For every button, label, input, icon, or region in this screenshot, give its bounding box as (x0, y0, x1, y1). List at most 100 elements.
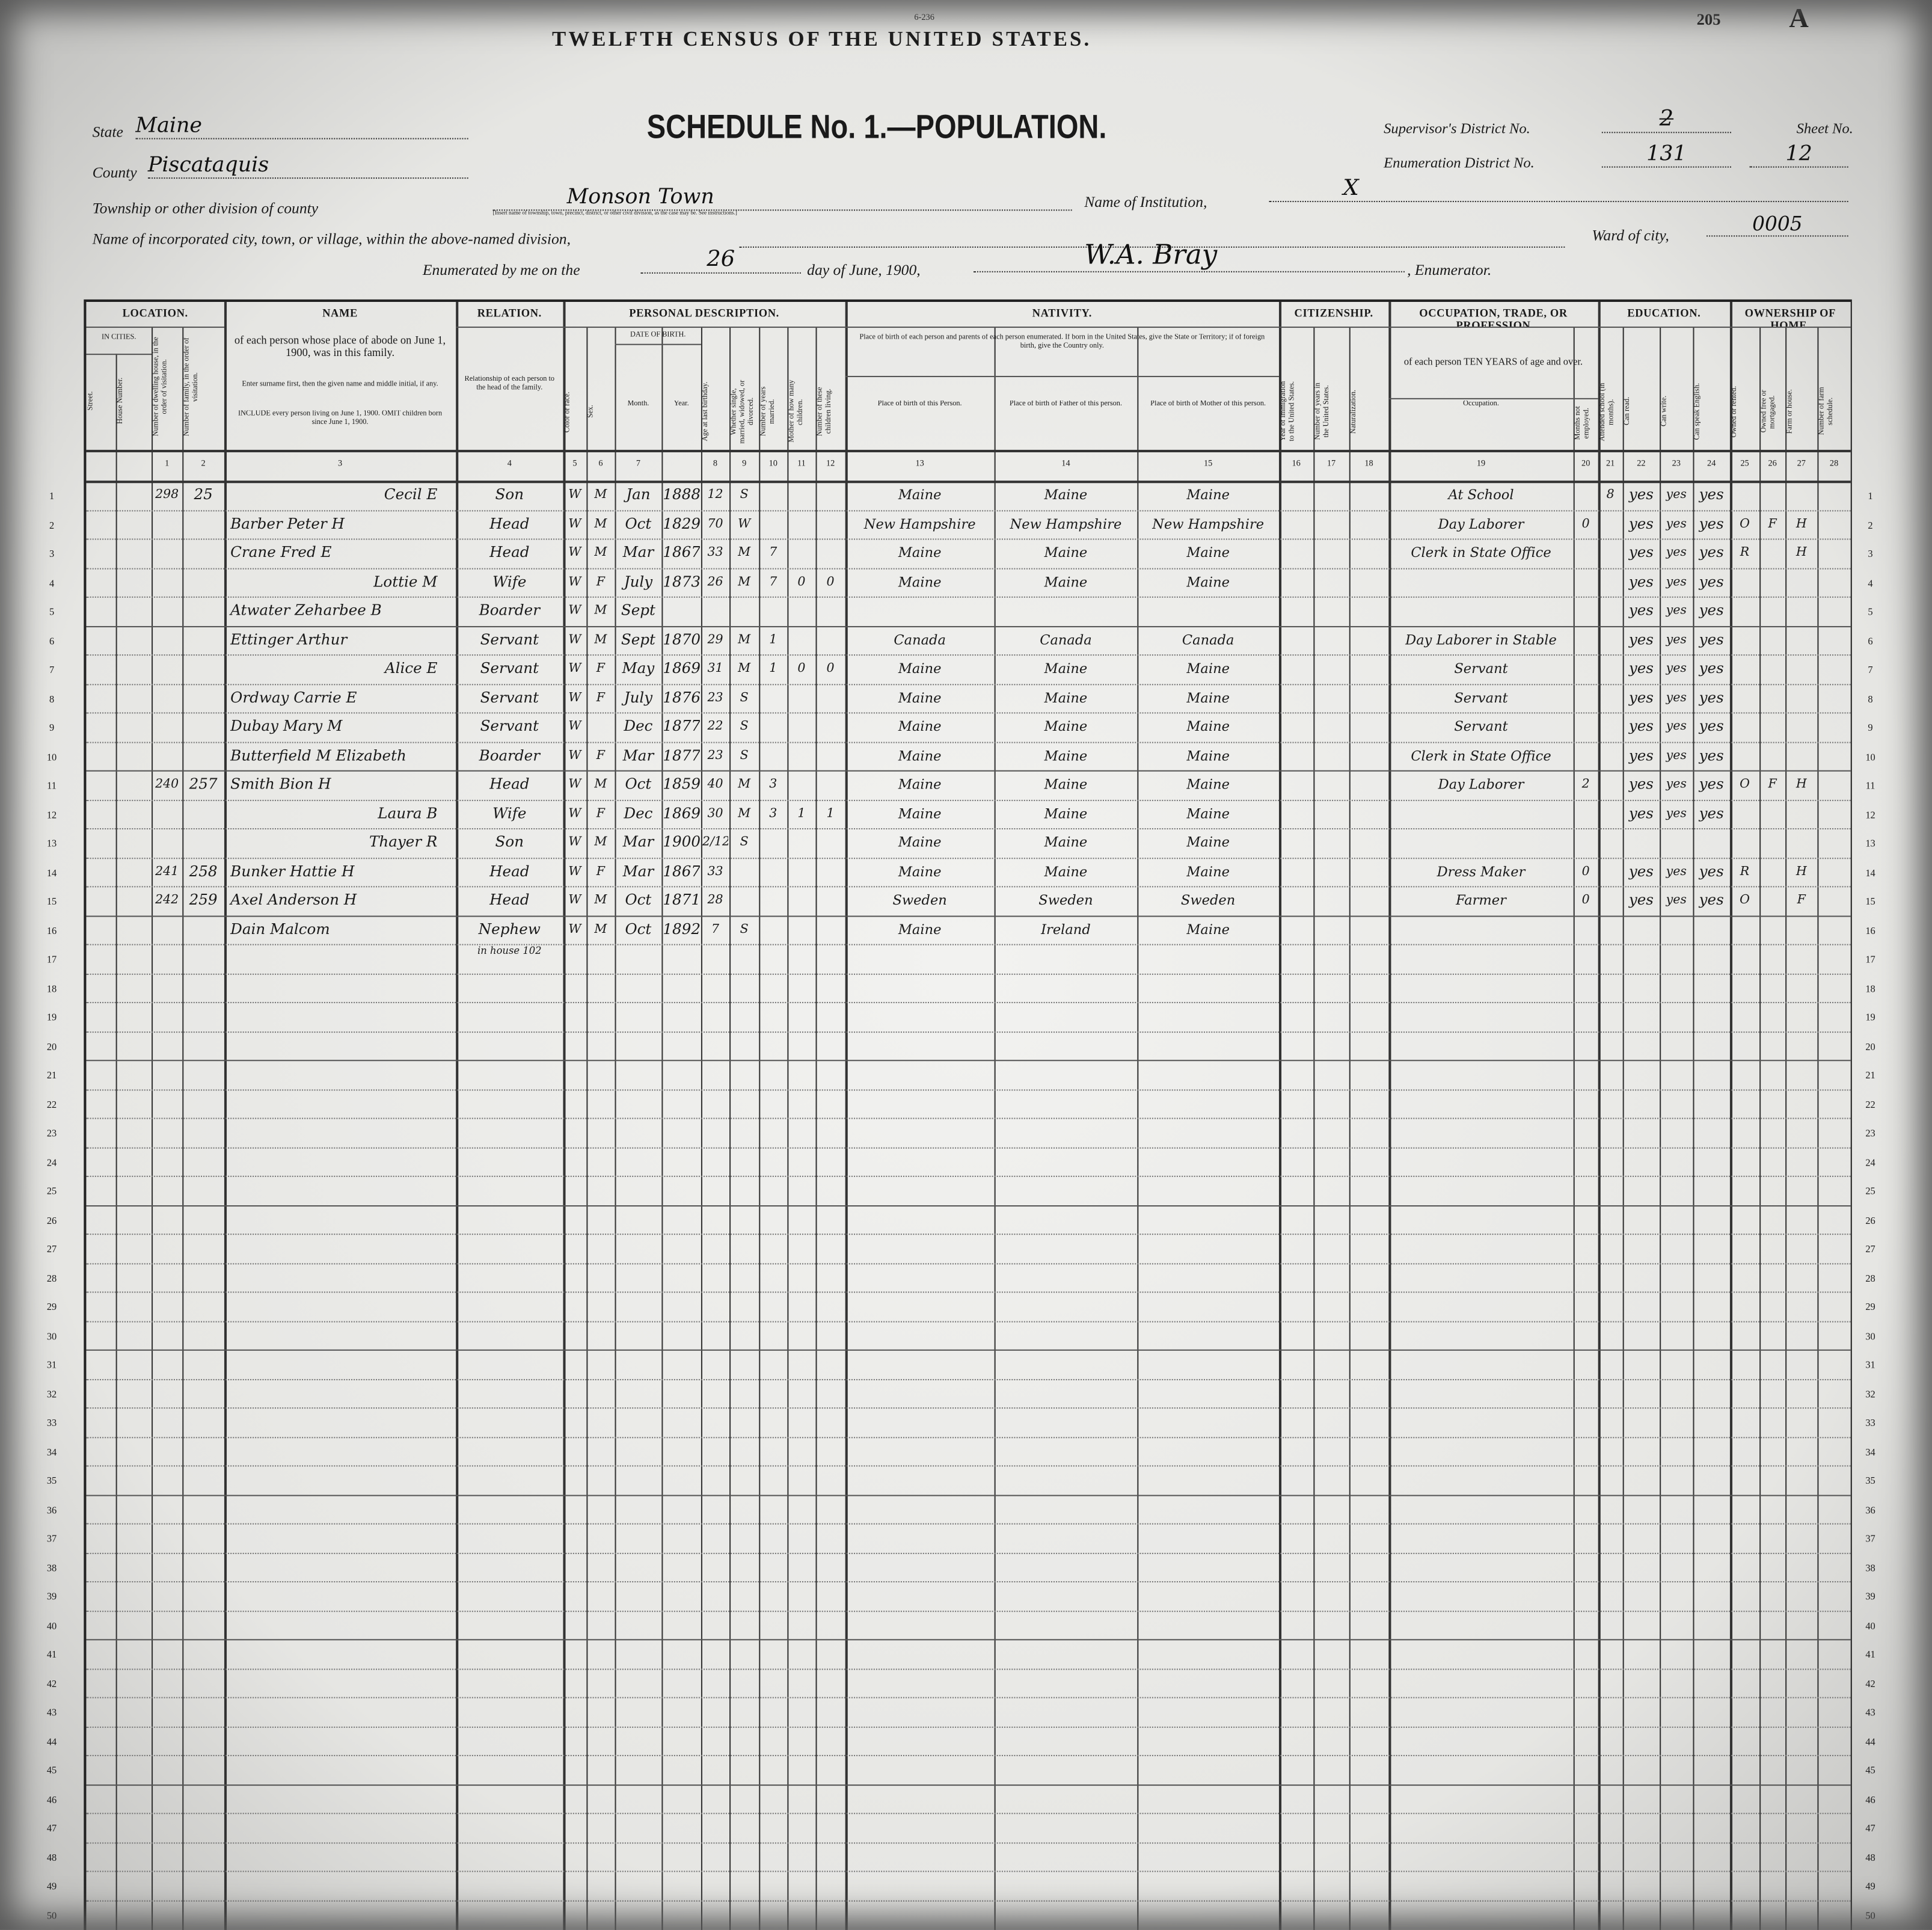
cell-col-25: O (1740, 893, 1750, 908)
line-number: 2 (49, 519, 55, 531)
line-number: 42 (46, 1678, 57, 1690)
line-number: 23 (46, 1128, 57, 1139)
cell-col-5: W (568, 748, 581, 763)
cell-col-13: Maine (898, 921, 942, 938)
line-number: 38 (1865, 1562, 1875, 1574)
cell-col-3: Cecil E (384, 485, 438, 503)
cell-col-9: S (740, 748, 749, 763)
cell-col-22: yes (1628, 630, 1654, 648)
row-divider (86, 973, 1851, 975)
population-table: LOCATION. NAME RELATION. PERSONAL DESCRIPTI… (47, 299, 1875, 1930)
cell-col-3: Crane Fred E (230, 543, 332, 561)
cell-col-8: 30 (707, 807, 723, 820)
cell-col-24: yes (1699, 717, 1724, 735)
line-number: 50 (1865, 1910, 1875, 1922)
supervisor-label: Supervisor's District No. (1384, 119, 1530, 137)
cell-col-24: yes (1699, 485, 1724, 503)
row-divider (86, 567, 1851, 569)
line-number: 13 (1865, 838, 1875, 850)
cell-col-13: Sweden (892, 892, 947, 909)
cell-col-2: 257 (189, 775, 218, 793)
enumerated-label: Enumerated by me on the (422, 261, 580, 279)
name-description: of each person whose place of abode on J… (234, 334, 446, 359)
cell-col-3: Lottie M (373, 572, 438, 590)
cell-col-24: yes (1699, 746, 1724, 764)
cell-col-3: Barber Peter H (230, 514, 345, 532)
line-number: 30 (1865, 1330, 1875, 1342)
column-divider (152, 327, 153, 1930)
row-divider (86, 449, 1851, 453)
cell-col-13: Maine (898, 834, 942, 851)
row-divider (86, 509, 1851, 511)
name-instructions: Enter surname first, then the given name… (242, 381, 438, 389)
cell-col-14: Maine (1044, 805, 1088, 822)
row-divider (86, 886, 1851, 888)
line-number: 2 (1868, 519, 1873, 531)
cell-col-4: Head (489, 514, 530, 532)
line-number: 35 (1865, 1475, 1875, 1487)
column-label: Farm or house. (1786, 389, 1794, 434)
column-divider (115, 354, 117, 1930)
cell-col-4: Son (495, 485, 524, 503)
row-divider (86, 1002, 1851, 1004)
cell-col-3: Atwater Zeharbee B (230, 601, 382, 619)
cell-col-25: R (1740, 546, 1750, 560)
line-number: 26 (46, 1214, 57, 1226)
row-divider (615, 343, 701, 345)
line-number: 23 (1865, 1128, 1875, 1139)
line-number: 8 (1868, 693, 1873, 705)
column-divider (224, 302, 227, 1930)
cell-col-27: H (1796, 778, 1807, 791)
line-number: 22 (1865, 1099, 1875, 1110)
cell-col-23: yes (1666, 546, 1687, 560)
cell-col-13: Maine (898, 863, 942, 880)
cell-col-14: Maine (1044, 834, 1088, 851)
row-divider (86, 1234, 1851, 1235)
cell-col-5: W (568, 778, 581, 791)
cell-col-25: O (1740, 517, 1750, 531)
cell-col-5: W (568, 807, 581, 820)
line-number: 44 (1865, 1736, 1875, 1748)
column-number: 7 (636, 458, 641, 469)
line-number: 3 (1868, 548, 1873, 560)
row-divider (86, 1205, 1851, 1206)
cell-col-19: Servant (1454, 689, 1508, 706)
column-label: Number of these children living. (817, 387, 833, 437)
column-label: Year of immigration to the United States… (1280, 381, 1296, 442)
cell-col-22: yes (1628, 746, 1654, 764)
cell-col-8: 7 (711, 923, 720, 936)
line-number: 47 (46, 1823, 57, 1834)
cell-col-15: Maine (1186, 544, 1230, 561)
cell-col-1: 298 (155, 488, 179, 502)
cell-col-5: W (568, 719, 581, 734)
cell-col-5: W (568, 604, 581, 618)
line-number: 10 (46, 751, 57, 763)
column-divider (1759, 327, 1761, 1930)
column-divider (563, 302, 566, 1930)
column-number: 11 (797, 458, 806, 469)
row-divider (86, 596, 1851, 598)
cell-col-12: 1 (826, 807, 835, 820)
line-number: 28 (1865, 1273, 1875, 1284)
line-number: 9 (1868, 722, 1873, 734)
column-number: 20 (1581, 458, 1590, 469)
cell-col-3: Smith Bion H (230, 775, 331, 793)
occupation-description: of each person TEN YEARS of age and over… (1403, 356, 1583, 367)
cell-col-15: Sweden (1180, 892, 1236, 909)
cell-col-7: Mar (622, 862, 654, 880)
column-number: 17 (1326, 458, 1336, 469)
cell-col-14: New Hampshire (1010, 515, 1122, 532)
cell-col-4: Boarder (479, 746, 540, 764)
cell-col-4: Head (489, 775, 530, 793)
row-divider (86, 1610, 1851, 1612)
line-number: 4 (1868, 577, 1873, 589)
enumerator-label: , Enumerator. (1407, 261, 1492, 279)
cell-col-10: 1 (769, 633, 777, 647)
column-number: 16 (1292, 458, 1301, 469)
cell-col-2: 25 (194, 485, 213, 503)
cell-col-14: Maine (1044, 718, 1088, 735)
cell-col-13: Maine (898, 544, 942, 561)
column-divider (701, 327, 702, 1930)
cell-col-27: H (1796, 546, 1807, 560)
cell-col-15: Maine (1186, 660, 1230, 677)
